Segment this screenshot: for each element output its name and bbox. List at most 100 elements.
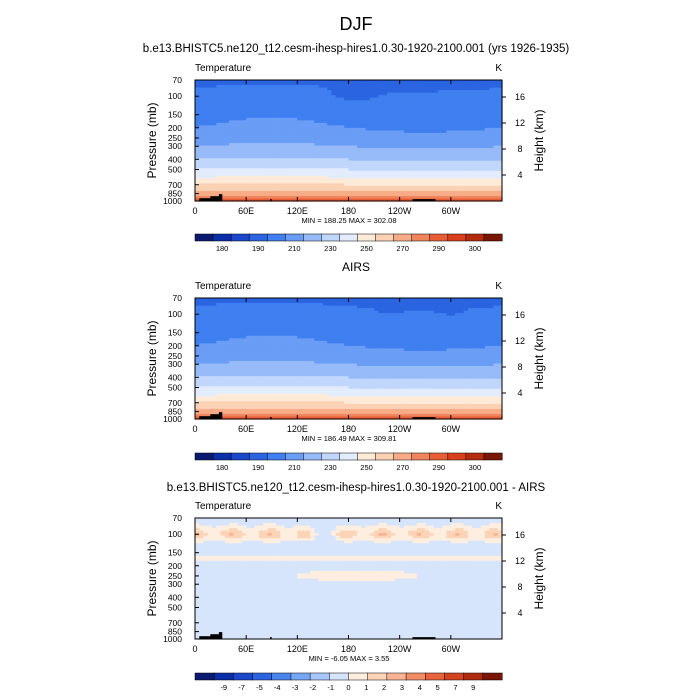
colorbar-swatch (405, 672, 426, 681)
panel-1-y-tick-label: 500 (168, 382, 182, 392)
panel-0-colorbar-label: 230 (324, 244, 337, 253)
panel-2-colorbar-label: 4 (418, 683, 422, 692)
panel-0-x-tick-label: 120W (388, 206, 412, 216)
panel-0-y-tick-label: 250 (168, 133, 182, 143)
panel-2-y2-tick-label: 4 (517, 608, 522, 618)
colorbar-swatch (266, 452, 286, 461)
colorbar-swatch (375, 233, 395, 242)
panel-2-y-tick-label: 850 (168, 627, 182, 637)
panel-0-colorbar-label: 180 (216, 244, 229, 253)
panel-2-colorbar-label: 0 (346, 683, 350, 692)
panel-0-title: b.e13.BHISTC5.ne120_t12.cesm-ihesp-hires… (143, 43, 570, 55)
panel-0-colorbar-label: 190 (252, 244, 265, 253)
panel-2-y-tick-label: 300 (168, 579, 182, 589)
panel-2-colorbar (194, 672, 503, 681)
panel-2-x-tick-label: 60W (442, 644, 461, 654)
colorbar-swatch (411, 233, 431, 242)
panel-0-y-tick-label: 300 (168, 141, 182, 151)
topography-mask (210, 634, 219, 639)
panel-1-colorbar-label: 290 (433, 463, 446, 472)
panel-2-colorbar-label: -4 (274, 683, 281, 692)
panel-1-y-tick-label: 250 (168, 351, 182, 361)
panel-2-y-tick-label: 400 (168, 592, 182, 602)
panel-1-y-tick-label: 200 (168, 341, 182, 351)
panel-1-y-tick-label: 150 (168, 328, 182, 338)
panel-1-title: AIRS (342, 260, 370, 274)
colorbar-swatch (447, 233, 467, 242)
panel-0-y-tick-label: 850 (168, 189, 182, 199)
colorbar-swatch (357, 233, 377, 242)
panel-0-x-tick-label: 0 (192, 206, 197, 216)
panel-2-colorbar-label: -2 (310, 683, 317, 692)
colorbar-swatch (465, 233, 485, 242)
panel-2-y-tick-label: 500 (168, 602, 182, 612)
panel-0-stats: MIN = 188.25 MAX = 302.08 (301, 216, 396, 225)
panel-1-x-tick-label: 120W (388, 424, 412, 434)
colorbar-swatch (230, 452, 250, 461)
panel-2-colorbar-label: 7 (453, 683, 457, 692)
panel-0-y-axis-title: Pressure (mb) (145, 102, 159, 178)
panel-2-y-tick-label: 150 (168, 548, 182, 558)
panel-2-x-tick-label: 180 (341, 644, 356, 654)
colorbar-swatch (303, 452, 322, 461)
panel-2-y2-tick-label: 12 (515, 556, 525, 566)
colorbar-swatch (266, 233, 286, 242)
panel-0-colorbar-label: 290 (433, 244, 446, 253)
panel-1-y2-tick-label: 16 (515, 310, 525, 320)
topography-mask (270, 637, 272, 639)
topography-mask (412, 417, 436, 419)
panel-2-x-tick-label: 120E (287, 644, 308, 654)
panel-2-colorbar-label: 5 (435, 683, 439, 692)
panel-0-y-tick-label: 700 (168, 180, 182, 190)
topography-mask (412, 199, 436, 201)
colorbar-swatch (212, 233, 232, 242)
colorbar-swatch (303, 233, 322, 242)
panel-1-y2-tick-label: 12 (515, 336, 525, 346)
panel-0-y-tick-label: 200 (168, 123, 182, 133)
panel-2-x-tick-label: 0 (192, 644, 197, 654)
panel-0-x-tick-label: 180 (341, 206, 356, 216)
colorbar-swatch (393, 233, 413, 242)
panel-1-y2-tick-label: 8 (517, 362, 522, 372)
panel-2-colorbar-label: -9 (220, 683, 227, 692)
panel-2-stats: MIN = -6.05 MAX = 3.55 (309, 654, 390, 663)
colorbar-swatch (357, 452, 377, 461)
panel-0-y2-tick-label: 8 (517, 144, 522, 154)
panel-0-y2-axis-title: Height (km) (532, 109, 546, 171)
panel-1-y-tick-label: 700 (168, 398, 182, 408)
panel-1-colorbar (194, 452, 503, 461)
panel-0-y-tick-label: 100 (168, 91, 182, 101)
colorbar-swatch (429, 452, 449, 461)
colorbar-swatch (483, 233, 503, 242)
panel-2-colorbar-label: -5 (256, 683, 263, 692)
colorbar-swatch (285, 233, 304, 242)
panel-1-y-tick-label: 300 (168, 359, 182, 369)
topography-mask (218, 194, 223, 201)
panel-1-variable-label: Temperature (195, 281, 252, 292)
panel-0-y-tick-label: 500 (168, 164, 182, 174)
topography-mask (210, 414, 219, 419)
panel-1-colorbar-label: 190 (252, 463, 265, 472)
colorbar-swatch (447, 452, 467, 461)
panel-0-y-tick-label: 400 (168, 154, 182, 164)
panel-0-x-tick-label: 60E (238, 206, 254, 216)
colorbar-swatch (321, 233, 341, 242)
panel-1-colorbar-label: 180 (216, 463, 229, 472)
colorbar-swatch (248, 233, 268, 242)
topography-mask (270, 417, 272, 419)
panel-2-colorbar-label: 1 (364, 683, 368, 692)
panel-2-colorbar-label: -7 (238, 683, 245, 692)
panel-2-x-tick-label: 120W (388, 644, 412, 654)
colorbar-swatch (230, 233, 250, 242)
panel-1-y-tick-label: 850 (168, 407, 182, 417)
panel-1-y-tick-label: 100 (168, 309, 182, 319)
colorbar-swatch (411, 452, 431, 461)
topography-mask (218, 412, 223, 419)
panel-2-y2-tick-label: 16 (515, 530, 525, 540)
panel-2-colorbar-label: 2 (382, 683, 386, 692)
panel-0-field (195, 80, 503, 202)
topography-mask (199, 416, 221, 419)
panel-0-colorbar-label: 210 (288, 244, 301, 253)
panel-0-x-tick-label: 120E (287, 206, 308, 216)
